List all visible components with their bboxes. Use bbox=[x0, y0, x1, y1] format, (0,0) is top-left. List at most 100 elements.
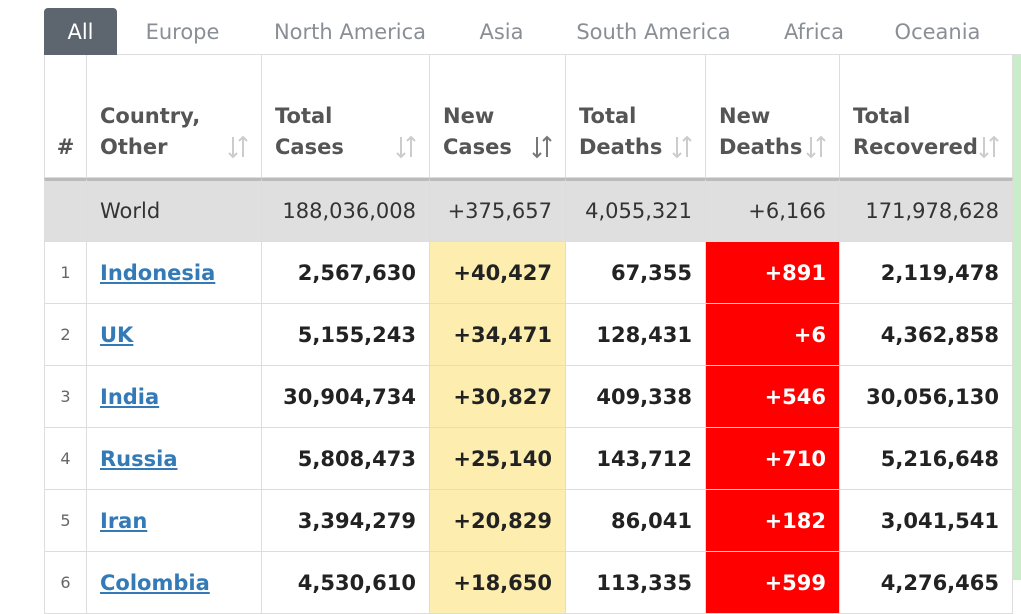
data-cell: +6,166 bbox=[706, 178, 840, 242]
data-cell: +40,427 bbox=[430, 242, 566, 304]
data-cell: 409,338 bbox=[566, 366, 706, 428]
header-line: Other bbox=[100, 135, 168, 159]
country-link[interactable]: India bbox=[100, 384, 160, 409]
cell-text: 113,335 bbox=[596, 570, 692, 595]
region-tab[interactable]: All bbox=[44, 8, 117, 55]
header-label: Total Cases bbox=[275, 101, 344, 163]
header-line: # bbox=[56, 135, 75, 159]
country-cell: Indonesia bbox=[87, 242, 262, 304]
cell-text: 4,530,610 bbox=[297, 570, 416, 595]
cell-text: 409,338 bbox=[596, 384, 692, 409]
tab-bar-line bbox=[44, 54, 1021, 55]
cell-text: 5 bbox=[60, 511, 71, 530]
header-line: Deaths bbox=[719, 135, 803, 159]
data-cell: +25,140 bbox=[430, 428, 566, 490]
country-link[interactable]: UK bbox=[100, 322, 134, 347]
data-cell: 4 bbox=[44, 428, 87, 490]
header-label: Total Recovered bbox=[853, 101, 978, 163]
country-link[interactable]: Iran bbox=[100, 508, 148, 533]
country-link[interactable]: Colombia bbox=[100, 570, 210, 595]
data-cell: 2,119,478 bbox=[840, 242, 1013, 304]
cell-text: 5,155,243 bbox=[297, 322, 416, 347]
header-label: # bbox=[57, 132, 75, 163]
data-cell: 3,041,541 bbox=[840, 490, 1013, 552]
header-cell: Total Cases bbox=[262, 55, 430, 178]
data-cell: 3,394,279 bbox=[262, 490, 430, 552]
data-cell: 6 bbox=[44, 552, 87, 614]
cell-text: 4,276,465 bbox=[880, 570, 999, 595]
header-cell: New Cases bbox=[430, 55, 566, 178]
sort-icon[interactable] bbox=[671, 135, 693, 159]
cell-text: +375,657 bbox=[447, 199, 552, 223]
cell-text: 3 bbox=[60, 387, 71, 406]
country-link[interactable]: Russia bbox=[100, 446, 178, 471]
cell-text: +710 bbox=[764, 446, 826, 471]
header-line: New bbox=[719, 104, 771, 128]
sort-icon[interactable] bbox=[227, 135, 249, 159]
data-cell: 5,155,243 bbox=[262, 304, 430, 366]
data-cell: +182 bbox=[706, 490, 840, 552]
cell-text: 1 bbox=[60, 263, 71, 282]
header-cell: New Deaths bbox=[706, 55, 840, 178]
data-cell: 5,216,648 bbox=[840, 428, 1013, 490]
cell-text: 5,216,648 bbox=[880, 446, 999, 471]
cell-text: +6 bbox=[793, 322, 826, 347]
country-cell: UK bbox=[87, 304, 262, 366]
sort-icon[interactable] bbox=[531, 135, 553, 159]
page: All Europe North America Asia South America A… bbox=[44, 8, 1021, 614]
cell-text: 188,036,008 bbox=[282, 199, 416, 223]
data-cell: 30,904,734 bbox=[262, 366, 430, 428]
cell-text: 86,041 bbox=[610, 508, 692, 533]
data-cell: +20,829 bbox=[430, 490, 566, 552]
cell-text: 2,119,478 bbox=[880, 260, 999, 285]
country-link[interactable]: Indonesia bbox=[100, 260, 216, 285]
cell-text: 4,362,858 bbox=[880, 322, 999, 347]
sort-icon[interactable] bbox=[978, 135, 1000, 159]
cell-text: +34,471 bbox=[453, 322, 552, 347]
data-cell: 86,041 bbox=[566, 490, 706, 552]
country-cell: Russia bbox=[87, 428, 262, 490]
region-tab[interactable]: South America bbox=[576, 19, 731, 44]
header-line: Cases bbox=[275, 135, 344, 159]
data-cell bbox=[44, 178, 87, 242]
data-cell: +34,471 bbox=[430, 304, 566, 366]
cell-text: 4 bbox=[60, 449, 71, 468]
region-tab[interactable]: Oceania bbox=[894, 19, 981, 44]
header-cell: Total Recovered bbox=[840, 55, 1013, 178]
data-cell: +18,650 bbox=[430, 552, 566, 614]
country-cell: India bbox=[87, 366, 262, 428]
cell-text: World bbox=[100, 199, 161, 223]
cell-text: +40,427 bbox=[453, 260, 552, 285]
header-cell: Country, Other bbox=[87, 55, 262, 178]
data-cell: 4,055,321 bbox=[566, 178, 706, 242]
cell-text: +30,827 bbox=[453, 384, 552, 409]
header-line: Country, bbox=[100, 104, 201, 128]
cell-text: 30,904,734 bbox=[283, 384, 416, 409]
header-line: Total bbox=[853, 104, 911, 128]
region-tab[interactable]: Europe bbox=[145, 19, 220, 44]
data-cell: +30,827 bbox=[430, 366, 566, 428]
header-line: Deaths bbox=[579, 135, 663, 159]
data-cell: +6 bbox=[706, 304, 840, 366]
cell-text: +18,650 bbox=[453, 570, 552, 595]
data-cell: +710 bbox=[706, 428, 840, 490]
data-cell: +891 bbox=[706, 242, 840, 304]
data-cell: 143,712 bbox=[566, 428, 706, 490]
cell-text: 3,394,279 bbox=[297, 508, 416, 533]
region-tab[interactable]: Africa bbox=[784, 19, 844, 44]
header-label: Total Deaths bbox=[579, 101, 662, 163]
sort-icon[interactable] bbox=[805, 135, 827, 159]
cell-text: 171,978,628 bbox=[865, 199, 999, 223]
region-tab[interactable]: North America bbox=[273, 19, 427, 44]
country-cell: World bbox=[87, 178, 262, 242]
cell-text: +20,829 bbox=[453, 508, 552, 533]
cell-text: +6,166 bbox=[748, 199, 826, 223]
header-label: Country, Other bbox=[100, 101, 200, 163]
header-line: Recovered bbox=[853, 135, 978, 159]
sort-icon[interactable] bbox=[395, 135, 417, 159]
header-label: New Cases bbox=[443, 101, 512, 163]
cell-text: +599 bbox=[764, 570, 826, 595]
header-line: Cases bbox=[443, 135, 512, 159]
cell-text: 128,431 bbox=[596, 322, 692, 347]
region-tab[interactable]: Asia bbox=[479, 19, 524, 44]
